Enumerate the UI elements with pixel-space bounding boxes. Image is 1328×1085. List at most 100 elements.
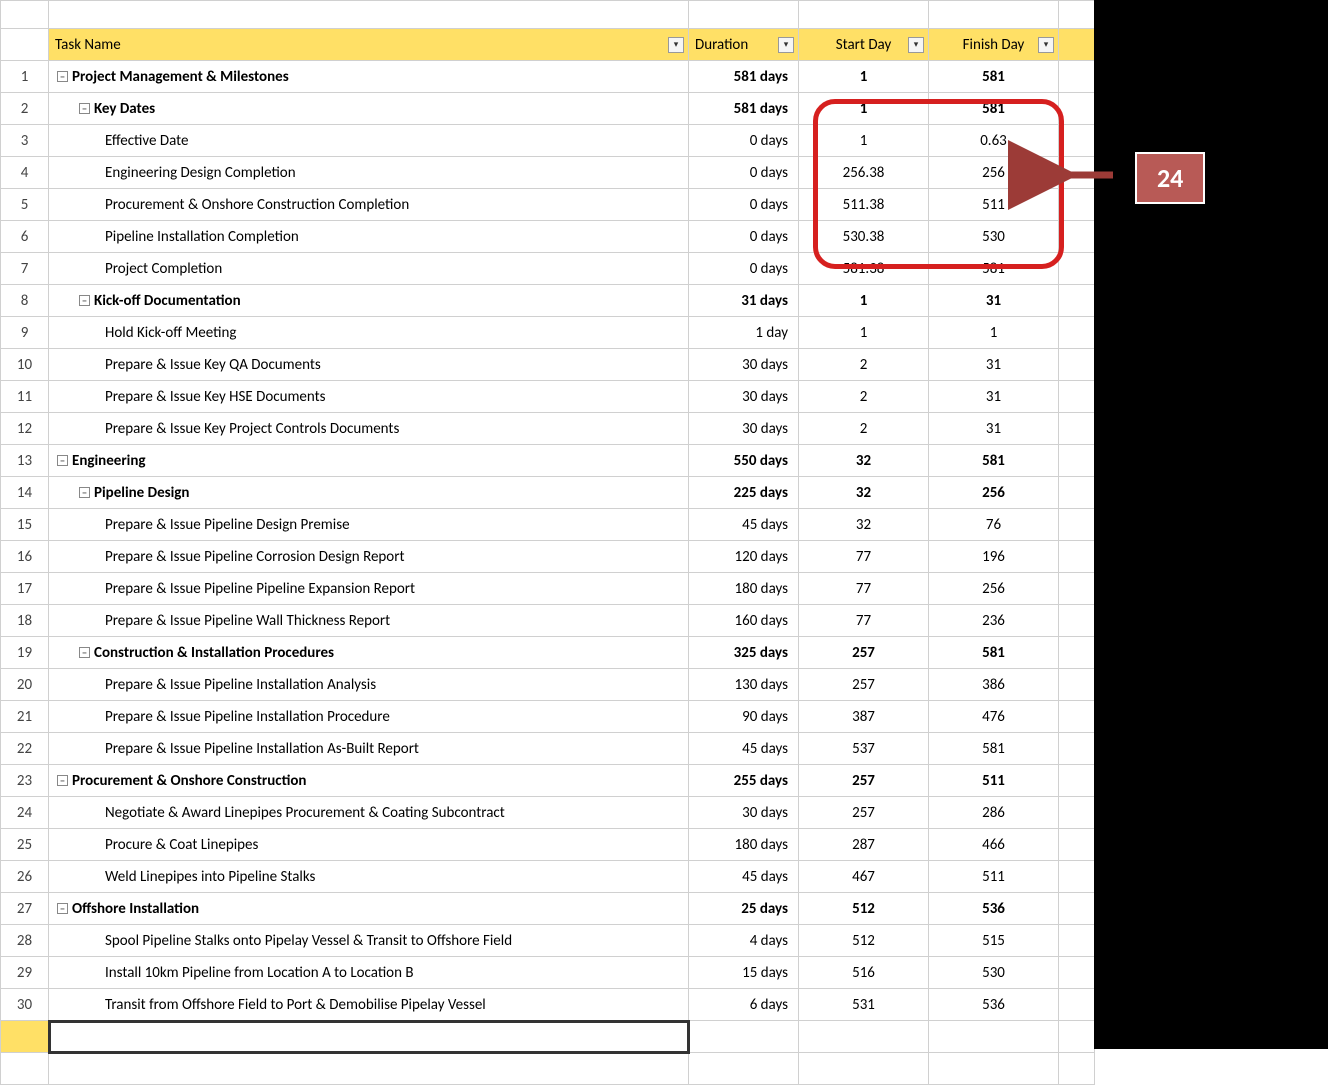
finish-cell[interactable]: 0.63: [929, 125, 1059, 157]
task-cell[interactable]: Negotiate & Award Linepipes Procurement …: [49, 797, 689, 829]
extra-cell[interactable]: [1059, 61, 1095, 93]
task-cell[interactable]: Procure & Coat Linepipes: [49, 829, 689, 861]
row-number[interactable]: 19: [1, 637, 49, 669]
task-cell[interactable]: Weld Linepipes into Pipeline Stalks: [49, 861, 689, 893]
task-cell[interactable]: −Pipeline Design: [49, 477, 689, 509]
task-cell[interactable]: −Offshore Installation: [49, 893, 689, 925]
start-cell[interactable]: 32: [799, 445, 929, 477]
empty-cell[interactable]: [799, 1021, 929, 1053]
finish-cell[interactable]: 581: [929, 445, 1059, 477]
empty-cell[interactable]: [49, 1053, 689, 1085]
row-number[interactable]: 15: [1, 509, 49, 541]
row-number[interactable]: 8: [1, 285, 49, 317]
start-cell[interactable]: 257: [799, 637, 929, 669]
finish-cell[interactable]: 196: [929, 541, 1059, 573]
start-cell[interactable]: 530.38: [799, 221, 929, 253]
extra-cell[interactable]: [1059, 733, 1095, 765]
row-number[interactable]: 21: [1, 701, 49, 733]
finish-cell[interactable]: 511: [929, 189, 1059, 221]
task-cell[interactable]: Prepare & Issue Pipeline Installation As…: [49, 733, 689, 765]
header-task[interactable]: Task Name ▾: [49, 29, 689, 61]
row-number[interactable]: 3: [1, 125, 49, 157]
task-cell[interactable]: −Project Management & Milestones: [49, 61, 689, 93]
task-cell[interactable]: Effective Date: [49, 125, 689, 157]
empty-cell[interactable]: [929, 1021, 1059, 1053]
start-cell[interactable]: 1: [799, 93, 929, 125]
finish-cell[interactable]: 511: [929, 861, 1059, 893]
finish-cell[interactable]: 511: [929, 765, 1059, 797]
duration-cell[interactable]: 325 days: [689, 637, 799, 669]
duration-cell[interactable]: 90 days: [689, 701, 799, 733]
extra-cell[interactable]: [1059, 445, 1095, 477]
finish-cell[interactable]: 581: [929, 93, 1059, 125]
start-cell[interactable]: 387: [799, 701, 929, 733]
row-number[interactable]: 2: [1, 93, 49, 125]
duration-cell[interactable]: 6 days: [689, 989, 799, 1021]
row-number[interactable]: 5: [1, 189, 49, 221]
duration-cell[interactable]: 45 days: [689, 861, 799, 893]
finish-cell[interactable]: 530: [929, 221, 1059, 253]
finish-cell[interactable]: 286: [929, 797, 1059, 829]
row-number[interactable]: 25: [1, 829, 49, 861]
extra-cell[interactable]: [1059, 253, 1095, 285]
duration-cell[interactable]: 30 days: [689, 381, 799, 413]
collapse-icon[interactable]: −: [57, 775, 68, 786]
finish-cell[interactable]: 515: [929, 925, 1059, 957]
row-number[interactable]: 10: [1, 349, 49, 381]
task-cell[interactable]: Prepare & Issue Pipeline Pipeline Expans…: [49, 573, 689, 605]
task-cell[interactable]: Prepare & Issue Pipeline Wall Thickness …: [49, 605, 689, 637]
duration-cell[interactable]: 45 days: [689, 509, 799, 541]
empty-cell[interactable]: [799, 1053, 929, 1085]
extra-cell[interactable]: [1059, 157, 1095, 189]
duration-cell[interactable]: 160 days: [689, 605, 799, 637]
duration-cell[interactable]: 30 days: [689, 349, 799, 381]
task-cell[interactable]: −Engineering: [49, 445, 689, 477]
start-cell[interactable]: 467: [799, 861, 929, 893]
extra-cell[interactable]: [1059, 509, 1095, 541]
extra-cell[interactable]: [1059, 221, 1095, 253]
extra-cell[interactable]: [1059, 829, 1095, 861]
duration-cell[interactable]: 120 days: [689, 541, 799, 573]
task-cell[interactable]: Prepare & Issue Pipeline Design Premise: [49, 509, 689, 541]
row-number[interactable]: 6: [1, 221, 49, 253]
filter-dropdown-icon[interactable]: ▾: [778, 37, 794, 53]
duration-cell[interactable]: 0 days: [689, 221, 799, 253]
task-cell[interactable]: Prepare & Issue Pipeline Corrosion Desig…: [49, 541, 689, 573]
start-cell[interactable]: 531: [799, 989, 929, 1021]
duration-cell[interactable]: 31 days: [689, 285, 799, 317]
row-number[interactable]: 1: [1, 61, 49, 93]
finish-cell[interactable]: 31: [929, 349, 1059, 381]
extra-cell[interactable]: [1059, 541, 1095, 573]
task-cell[interactable]: Prepare & Issue Key HSE Documents: [49, 381, 689, 413]
extra-cell[interactable]: [1059, 957, 1095, 989]
start-cell[interactable]: 516: [799, 957, 929, 989]
extra-cell[interactable]: [1059, 477, 1095, 509]
row-number[interactable]: 13: [1, 445, 49, 477]
extra-cell[interactable]: [1059, 93, 1095, 125]
row-number[interactable]: 18: [1, 605, 49, 637]
start-cell[interactable]: 537: [799, 733, 929, 765]
corner-cell[interactable]: [1, 29, 49, 61]
collapse-icon[interactable]: −: [79, 103, 90, 114]
duration-cell[interactable]: 255 days: [689, 765, 799, 797]
task-cell[interactable]: −Construction & Installation Procedures: [49, 637, 689, 669]
task-cell[interactable]: Prepare & Issue Pipeline Installation An…: [49, 669, 689, 701]
header-duration[interactable]: Duration ▾: [689, 29, 799, 61]
duration-cell[interactable]: 581 days: [689, 93, 799, 125]
duration-cell[interactable]: 180 days: [689, 829, 799, 861]
duration-cell[interactable]: 4 days: [689, 925, 799, 957]
start-cell[interactable]: 32: [799, 509, 929, 541]
task-cell[interactable]: −Procurement & Onshore Construction: [49, 765, 689, 797]
start-cell[interactable]: 581.38: [799, 253, 929, 285]
extra-cell[interactable]: [1059, 413, 1095, 445]
row-number[interactable]: 22: [1, 733, 49, 765]
finish-cell[interactable]: 466: [929, 829, 1059, 861]
extra-cell[interactable]: [1059, 189, 1095, 221]
header-finish[interactable]: Finish Day ▾: [929, 29, 1059, 61]
extra-cell[interactable]: [1059, 797, 1095, 829]
duration-cell[interactable]: 180 days: [689, 573, 799, 605]
empty-cell[interactable]: [689, 1053, 799, 1085]
finish-cell[interactable]: 256: [929, 477, 1059, 509]
row-number[interactable]: 4: [1, 157, 49, 189]
extra-cell[interactable]: [1059, 669, 1095, 701]
